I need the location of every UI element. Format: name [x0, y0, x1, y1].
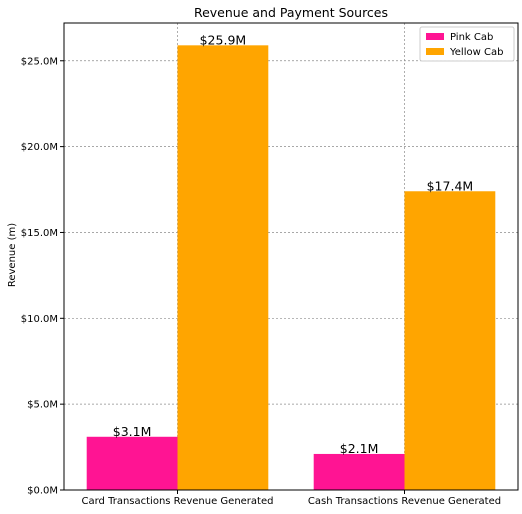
y-tick-label: $25.0M — [21, 56, 58, 67]
bar-yellow-cab — [404, 191, 496, 490]
legend-swatch-pink-cab — [426, 33, 444, 40]
x-tick-label: Card Transactions Revenue Generated — [82, 496, 274, 507]
bar-pink-cab — [86, 436, 178, 490]
y-tick-label: $0.0M — [27, 486, 58, 497]
data-labels: $3.1M $25.9M $2.1M $17.4M — [113, 32, 473, 456]
chart-title: Revenue and Payment Sources — [194, 5, 388, 20]
bar-pink-cab — [313, 453, 405, 490]
data-label-yellow-cab: $25.9M — [200, 32, 247, 47]
y-tick-label: $10.0M — [21, 314, 58, 325]
legend: Pink Cab Yellow Cab — [419, 26, 515, 62]
data-label-yellow-cab: $17.4M — [427, 178, 474, 193]
data-label-pink-cab: $3.1M — [113, 424, 152, 439]
x-tick-label: Cash Transactions Revenue Generated — [308, 496, 501, 507]
legend-swatch-yellow-cab — [426, 48, 444, 55]
legend-label-yellow-cab: Yellow Cab — [449, 47, 503, 58]
bars — [86, 45, 496, 490]
plot-frame — [63, 22, 519, 491]
y-axis-ticks: $0.0M $5.0M $10.0M $15.0M $20.0M $25.0M — [21, 56, 64, 497]
legend-label-pink-cab: Pink Cab — [450, 32, 493, 43]
bar-yellow-cab — [177, 45, 269, 490]
y-tick-label: $5.0M — [27, 400, 58, 411]
y-axis-label: Revenue (m) — [7, 223, 18, 287]
x-axis-ticks: Card Transactions Revenue Generated Cash … — [82, 490, 501, 507]
y-tick-label: $15.0M — [21, 228, 58, 239]
y-tick-label: $20.0M — [21, 142, 58, 153]
data-label-pink-cab: $2.1M — [340, 441, 379, 456]
